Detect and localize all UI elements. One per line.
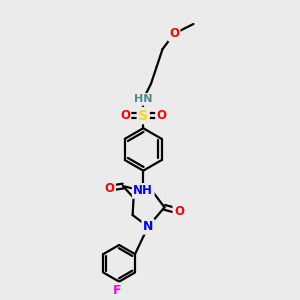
Text: O: O bbox=[174, 205, 184, 218]
Text: N: N bbox=[143, 220, 153, 233]
Text: F: F bbox=[113, 284, 122, 297]
Text: O: O bbox=[104, 182, 115, 194]
Text: S: S bbox=[138, 109, 148, 123]
Text: NH: NH bbox=[133, 184, 153, 197]
Text: O: O bbox=[157, 109, 166, 122]
Text: O: O bbox=[169, 27, 179, 40]
Text: HN: HN bbox=[134, 94, 152, 104]
Text: O: O bbox=[120, 109, 130, 122]
